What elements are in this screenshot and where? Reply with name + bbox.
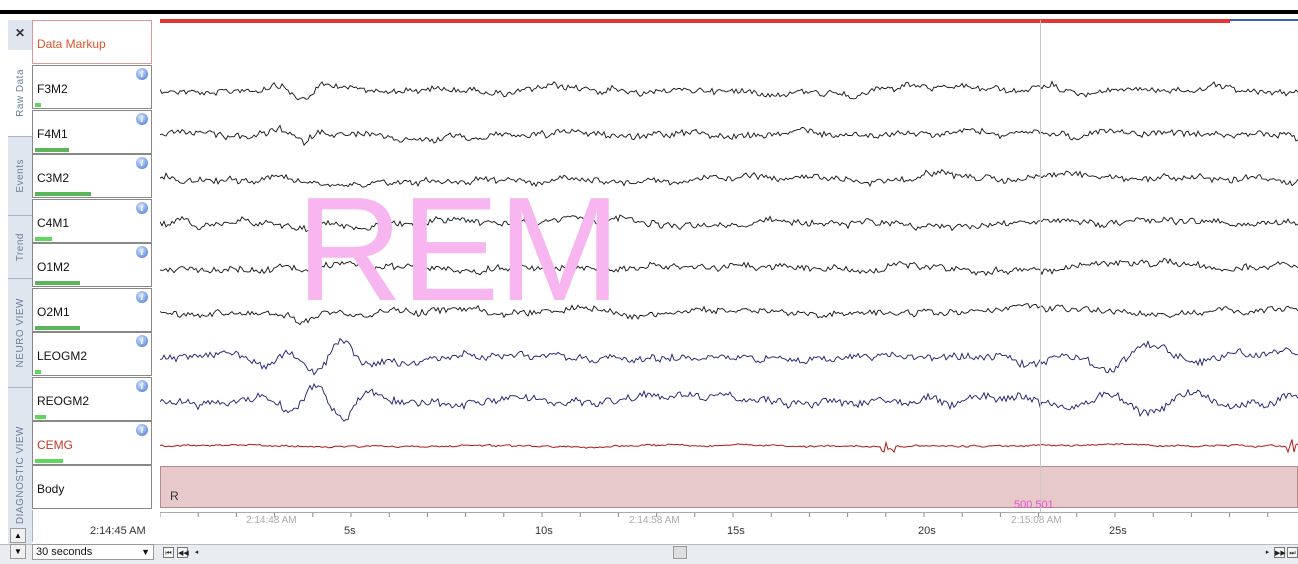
epoch-number-label: 500 501 (1014, 499, 1054, 511)
channel-label-o1m2[interactable]: O1M2 i (32, 243, 152, 287)
trace-reogm2 (160, 382, 1298, 422)
trace-c3m2 (160, 168, 1298, 188)
tab-label: Events (14, 159, 26, 193)
time-axis-ticks (160, 513, 1269, 517)
close-icon[interactable]: ✕ (14, 26, 26, 40)
trace-f3m2 (160, 80, 1298, 101)
data-markup-text: Data Markup (37, 37, 106, 51)
body-position-label[interactable]: Body (32, 465, 152, 509)
tab-raw-data[interactable]: Raw Data (8, 50, 32, 137)
bottom-scroll-bar (0, 544, 1298, 564)
channel-label-o2m1[interactable]: O2M1 i (32, 287, 152, 332)
hypnogram-progress-red (160, 19, 1230, 23)
info-icon[interactable]: i (136, 201, 148, 214)
channel-label-c4m1[interactable]: C4M1 i (32, 198, 152, 243)
signal-plot-area (160, 80, 1298, 454)
channel-gain-bar (35, 192, 91, 196)
time-tick-label: 5s (344, 525, 356, 537)
channel-name: LEOGM2 (37, 349, 88, 363)
time-tick-label: 10s (535, 525, 553, 537)
scroll-thumb[interactable] (673, 546, 687, 559)
scroll-down-icon[interactable]: ▼ (10, 544, 26, 559)
tab-neuro-view[interactable]: NEURO VIEW (8, 279, 32, 388)
next-page-button[interactable]: ▶▶ (1274, 547, 1286, 558)
hypnogram-progress-blue (1230, 19, 1298, 21)
trace-o1m2 (160, 257, 1298, 277)
channel-label-c3m2[interactable]: C3M2 i (32, 154, 152, 198)
time-tick-label: 25s (1109, 525, 1127, 537)
time-tick-label: 15s (727, 525, 745, 537)
channel-gain-bar (35, 325, 80, 330)
info-icon[interactable]: i (136, 246, 148, 258)
channel-scroll-buttons: ▲ ▼ (10, 528, 30, 559)
channel-name: F3M2 (37, 82, 68, 96)
info-icon[interactable]: i (136, 290, 148, 303)
info-icon[interactable]: i (136, 379, 148, 392)
trace-cemg (160, 439, 1298, 454)
window-start-clock: 2:14:45 AM (90, 525, 146, 537)
channel-label-reogm2[interactable]: REOGM2 i (32, 376, 152, 421)
channel-label-panel: Data Markup F3M2 i F4M1 i C3M2 i C4M1 i O1M2 i O2M… (32, 20, 154, 510)
body-label-text: Body (37, 482, 65, 496)
info-icon[interactable]: i (136, 68, 148, 80)
channel-gain-bar (35, 147, 69, 152)
first-page-button[interactable]: ⏮ (163, 547, 174, 558)
channel-gain-bar (35, 459, 63, 463)
info-icon[interactable]: i (136, 424, 148, 436)
info-icon[interactable]: i (136, 157, 148, 169)
trace-leogm2 (160, 337, 1298, 376)
tab-label: Raw Data (14, 69, 26, 117)
tab-label: NEURO VIEW (14, 298, 26, 368)
channel-name: CEMG (37, 438, 73, 452)
scroll-left-button[interactable]: ◂ (194, 549, 199, 556)
chevron-down-icon: ▼ (141, 547, 150, 557)
time-tick-label: 20s (918, 525, 936, 537)
tab-label: DIAGNOSTIC VIEW (14, 425, 26, 525)
channel-gain-bar (35, 281, 80, 285)
channel-name: C4M1 (37, 215, 70, 230)
channel-name: C3M2 (37, 171, 70, 185)
stage-code-text: R (170, 489, 179, 503)
tab-trend[interactable]: Trend (8, 216, 32, 279)
time-axis: 2:14:48 AM 2:14:58 AM 2:15:08 AM 5s 10s … (160, 512, 1298, 545)
clock-tick-label: 2:14:48 AM (246, 515, 297, 526)
window-size-value: 30 seconds (36, 546, 93, 558)
trace-c4m1 (160, 214, 1298, 233)
sleep-stage-row[interactable]: R (160, 466, 1298, 508)
channel-gain-bar (35, 370, 41, 374)
epoch-cursor-line[interactable] (1040, 20, 1041, 512)
channel-gain-bar (35, 103, 41, 107)
sleep-stage-watermark: REM (296, 167, 621, 332)
tab-label: Trend (14, 232, 26, 262)
trace-f4m1 (160, 124, 1298, 146)
channel-gain-bar (35, 236, 52, 241)
scroll-right-button[interactable]: ▸ (1265, 549, 1270, 556)
tab-events[interactable]: Events (8, 137, 32, 216)
channel-label-cemg[interactable]: CEMG i (32, 421, 152, 465)
channel-name: O2M1 (37, 304, 70, 319)
trace-o2m1 (160, 303, 1298, 326)
channel-label-f4m1[interactable]: F4M1 i (32, 109, 152, 154)
prev-page-button[interactable]: ◀◀ (177, 547, 189, 558)
info-icon[interactable]: i (136, 335, 148, 347)
channel-name: REOGM2 (37, 393, 90, 408)
channel-label-f3m2[interactable]: F3M2 i (32, 65, 152, 109)
clock-tick-label: 2:15:08 AM (1011, 515, 1062, 526)
channel-label-leogm2[interactable]: LEOGM2 i (32, 332, 152, 376)
info-icon[interactable]: i (136, 112, 148, 125)
window-top-bar (0, 0, 1298, 14)
channel-name: F4M1 (37, 126, 68, 141)
scroll-up-icon[interactable]: ▲ (10, 528, 26, 543)
data-markup-label[interactable]: Data Markup (32, 20, 152, 64)
channel-gain-bar (35, 414, 47, 419)
channel-name: O1M2 (37, 260, 70, 274)
last-page-button[interactable]: ⏭ (1287, 547, 1298, 558)
window-size-select[interactable]: 30 seconds ▼ (32, 544, 154, 560)
clock-tick-label: 2:14:58 AM (629, 515, 680, 526)
